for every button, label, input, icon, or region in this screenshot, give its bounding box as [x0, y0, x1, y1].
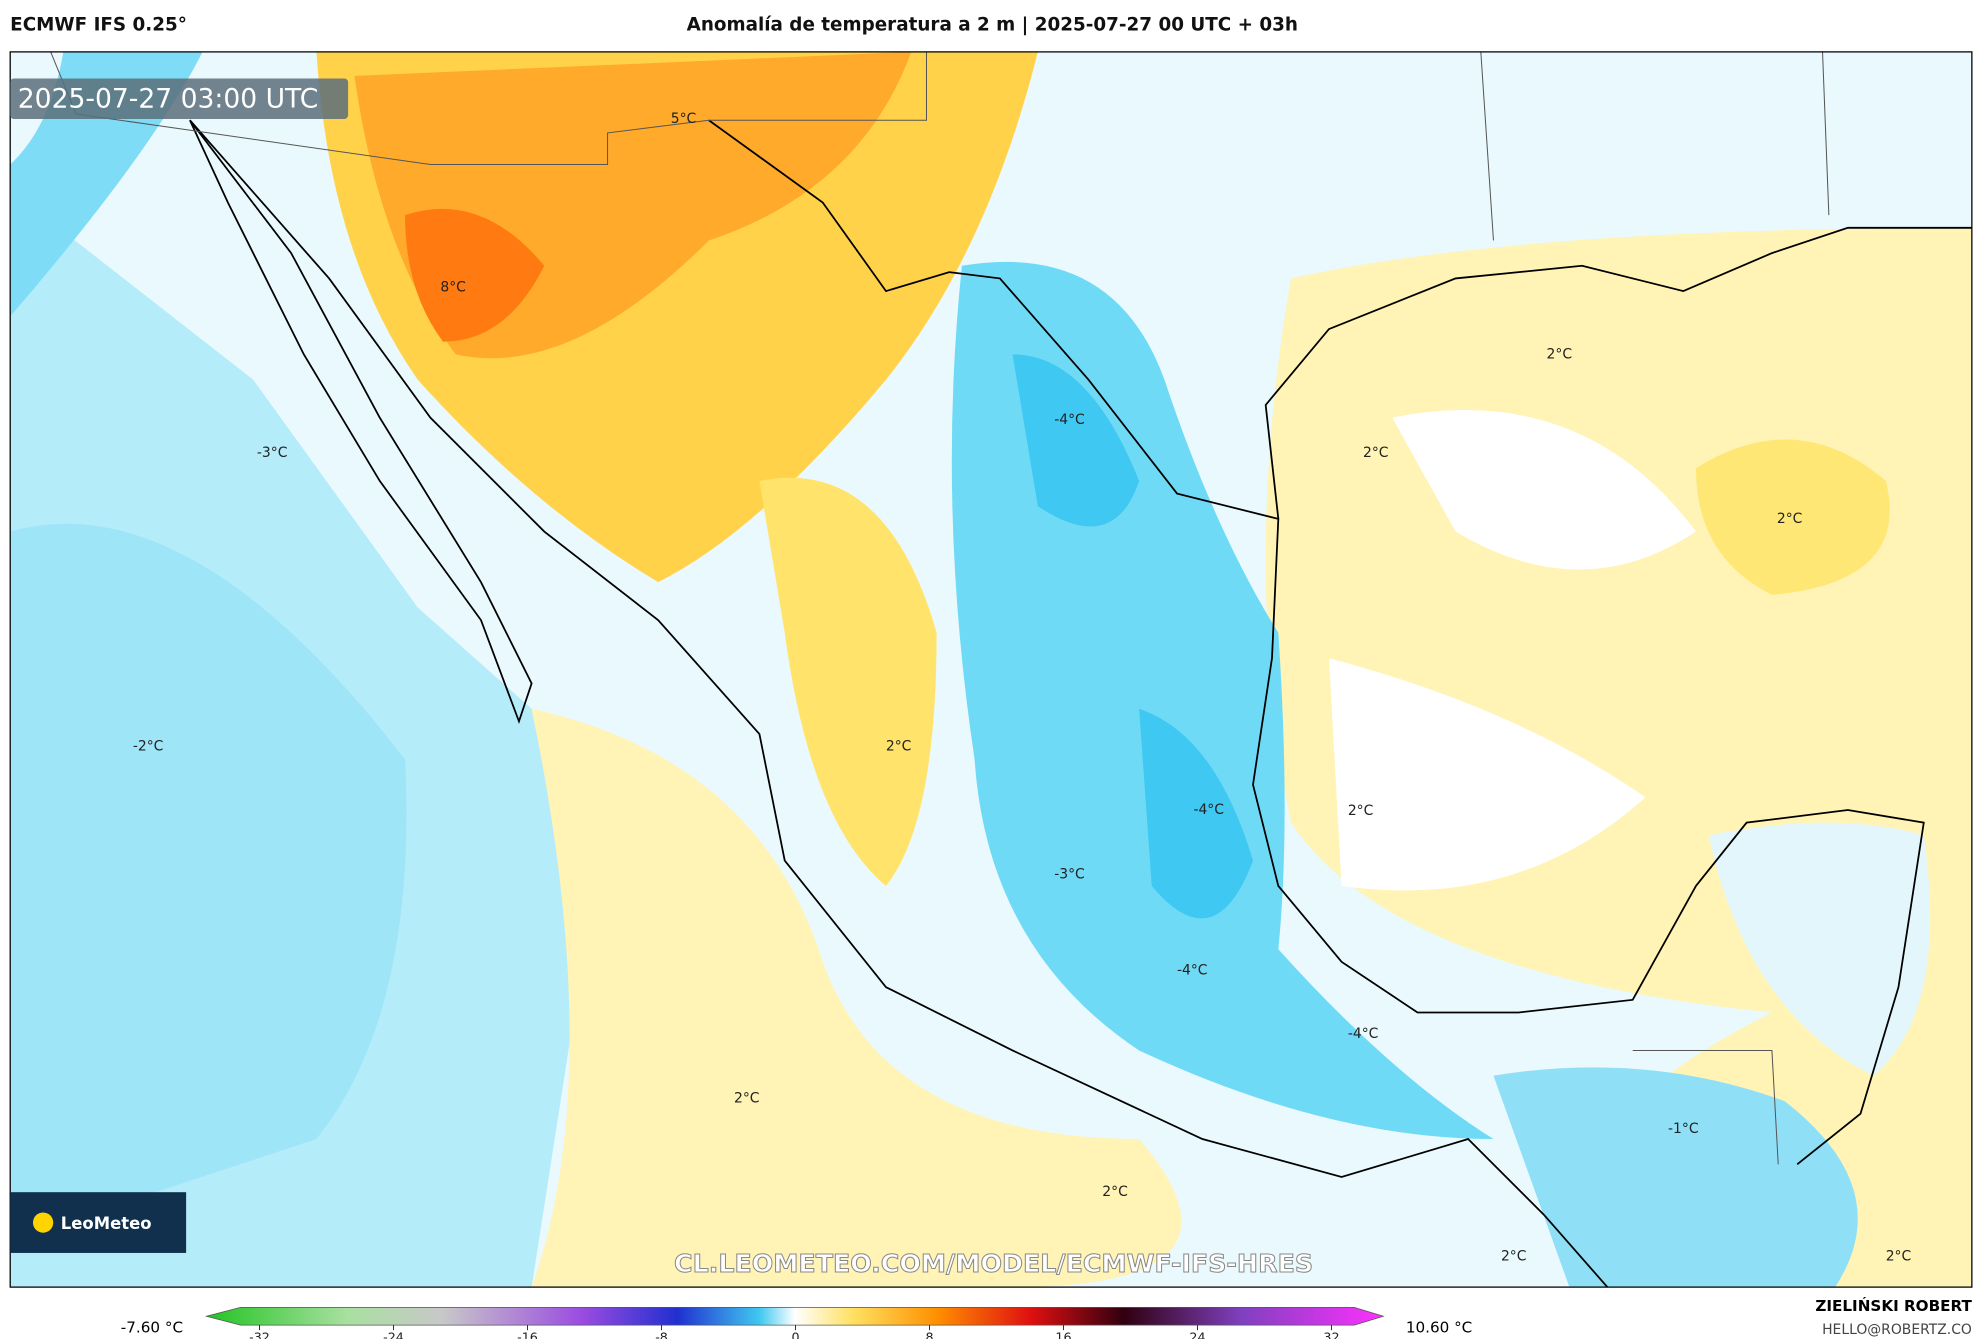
contour-label: 8°C — [440, 279, 466, 295]
contour-label: -4°C — [1177, 963, 1208, 979]
contour-label: -3°C — [257, 445, 288, 461]
logo-sun — [32, 1212, 54, 1233]
map-frame — [9, 51, 1973, 1288]
contour-label: 5°C — [671, 111, 697, 127]
map-title: Anomalía de temperatura a 2 m | 2025-07-… — [687, 14, 1298, 35]
contour-label: -2°C — [133, 739, 164, 755]
colorbar-tick-label: 0 — [791, 1330, 799, 1339]
colorbar-tick-label: -24 — [383, 1330, 404, 1339]
contour-label: 2°C — [1102, 1184, 1128, 1200]
contour-label: 2°C — [886, 739, 912, 755]
timestamp: 2025-07-27 03:00 UTC — [18, 84, 318, 115]
contour-label: 2°C — [1777, 511, 1803, 527]
contour-label: -3°C — [1054, 867, 1085, 883]
contour-label: 2°C — [734, 1091, 760, 1107]
map-labels: 5°C 8°C -4°C -3°C 2°C 2°C 2°C -2°C 2°C -4°C 2°C -3°… — [133, 111, 1911, 1265]
contour-label: -4°C — [1054, 412, 1085, 428]
colorbar-max: 10.60 °C — [1406, 1319, 1472, 1337]
contour-label: 2°C — [1886, 1249, 1912, 1265]
timestamp-box — [10, 78, 349, 119]
colorbar-tick-label: 8 — [925, 1330, 933, 1339]
logo-text: LeoMeteo — [61, 1214, 152, 1233]
colorbar-min: -7.60 °C — [121, 1319, 183, 1337]
contour-label: 2°C — [1363, 445, 1389, 461]
colorbar-tick-label: 24 — [1189, 1330, 1205, 1339]
colorbar-tick-label: -32 — [249, 1330, 270, 1339]
colorbar — [204, 1306, 1385, 1326]
contour-label: 2°C — [1547, 346, 1573, 362]
contour-label: 2°C — [1348, 803, 1374, 819]
map — [10, 51, 1972, 1288]
contour-label: -1°C — [1668, 1121, 1699, 1137]
colorbar-ticks: -32 -24 -16 -8 0 8 16 24 32 — [249, 1325, 1340, 1339]
contour-label: -4°C — [1193, 802, 1224, 818]
email: HELLO@ROBERTZ.CO — [1822, 1322, 1972, 1338]
colorbar-tick-label: 32 — [1323, 1330, 1339, 1339]
colorbar-tick-label: -16 — [517, 1330, 538, 1339]
contour-label: 2°C — [1501, 1249, 1527, 1265]
colorbar-tick-label: 16 — [1055, 1330, 1071, 1339]
author: ZIELIŃSKI ROBERT — [1815, 1296, 1972, 1315]
colorbar-tick-label: -8 — [655, 1330, 668, 1339]
watermark-url: CL.LEOMETEO.COM/MODEL/ECMWF-IFS-HRES — [674, 1249, 1313, 1278]
contour-label: -4°C — [1348, 1026, 1379, 1042]
model-name: ECMWF IFS 0.25° — [10, 14, 187, 35]
